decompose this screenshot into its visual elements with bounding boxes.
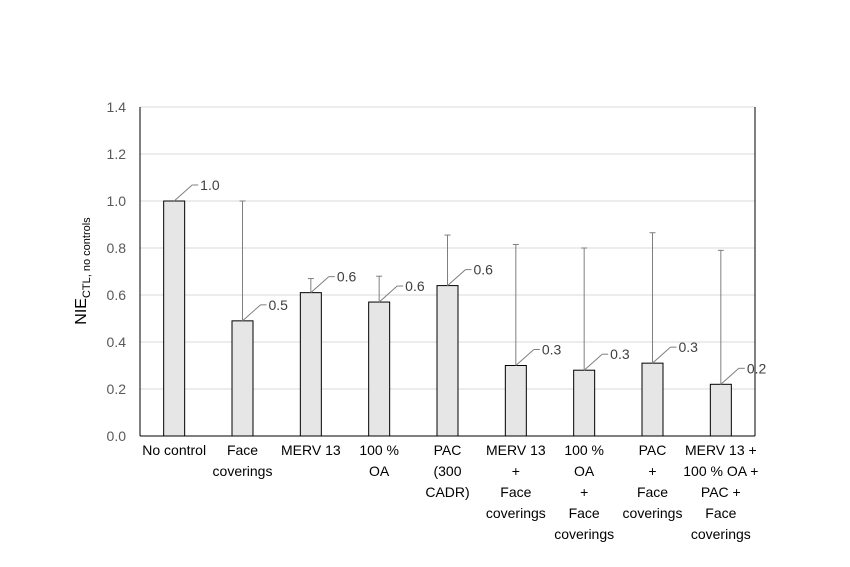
- data-label: 0.6: [337, 269, 357, 285]
- bar: [504, 365, 527, 437]
- data-label-leader: [310, 276, 330, 294]
- data-label-leader: [583, 353, 603, 371]
- data-label: 0.6: [405, 278, 425, 294]
- data-label: 0.3: [542, 342, 562, 358]
- bar: [368, 301, 391, 437]
- y-tick-label: 0.4: [107, 334, 127, 350]
- data-label: 0.3: [610, 346, 630, 362]
- category-label: No control: [142, 442, 206, 458]
- y-axis-label-sub: CTL, no controls: [81, 217, 93, 298]
- bar: [436, 285, 459, 437]
- data-label: 0.3: [679, 339, 699, 355]
- category-label-line: MERV 13: [281, 442, 341, 458]
- category-label-line: MERV 13 +: [685, 442, 757, 458]
- category-label-line: 100 %: [564, 442, 604, 458]
- data-label-leader: [242, 304, 261, 322]
- data-label: 1.0: [200, 177, 220, 193]
- bar: [709, 383, 732, 437]
- y-tick-label: 0.2: [107, 381, 127, 397]
- category-label-line: MERV 13: [486, 442, 546, 458]
- data-label: 0.5: [269, 297, 289, 313]
- data-label-leader: [173, 184, 193, 202]
- category-label-line: (300: [433, 463, 461, 479]
- y-tick-labels: 0.0 0.2 0.4 0.6 0.8 1.0 1.2 1.4: [107, 99, 127, 444]
- category-label-line: PAC: [434, 442, 462, 458]
- y-axis-label: NIECTL, no controls: [73, 217, 93, 325]
- category-label-line: OA: [574, 463, 595, 479]
- category-label-line: coverings: [623, 505, 683, 521]
- category-label: MERV 13 + 100 % OA + PAC + Face coverings: [683, 442, 758, 542]
- category-label: PAC (300 CADR): [425, 442, 469, 500]
- category-labels: No control Face coverings MERV 13 100 % OA PAC…: [142, 442, 758, 542]
- data-label: 0.2: [747, 360, 767, 376]
- category-label: Face coverings: [213, 442, 273, 479]
- y-tick-label: 1.2: [107, 146, 127, 162]
- category-label-line: Face: [637, 484, 668, 500]
- category-label-line: coverings: [213, 463, 273, 479]
- category-label-line: 100 % OA +: [683, 463, 758, 479]
- y-tick-label: 1.4: [107, 99, 127, 115]
- category-label-line: Face: [705, 505, 736, 521]
- category-label: MERV 13 + Face coverings: [486, 442, 546, 521]
- category-label-line: Face: [500, 484, 531, 500]
- y-axis-label-main: NIE: [73, 298, 90, 325]
- category-label-line: PAC: [639, 442, 667, 458]
- data-labels: 1.0 0.5 0.6 0.6 0.6 0.3 0.3 0.3 0.2: [173, 177, 767, 385]
- category-label: 100 % OA + Face coverings: [554, 442, 614, 542]
- y-tick-label: 0.0: [107, 428, 127, 444]
- bar: [573, 369, 596, 437]
- bar: [231, 320, 254, 437]
- category-label-line: No control: [142, 442, 206, 458]
- category-label-line: coverings: [691, 526, 751, 542]
- category-label-line: PAC +: [701, 484, 741, 500]
- y-tick-label: 1.0: [107, 193, 127, 209]
- data-label-leader: [447, 269, 466, 286]
- data-label-leader: [515, 349, 535, 366]
- data-label: 0.6: [474, 262, 494, 278]
- bar: [641, 362, 664, 437]
- category-label-line: coverings: [554, 526, 614, 542]
- category-label: 100 % OA: [359, 442, 399, 479]
- data-label-leader: [720, 367, 740, 385]
- category-label: PAC + Face coverings: [623, 442, 683, 521]
- category-label-line: coverings: [486, 505, 546, 521]
- bar: [299, 292, 322, 437]
- data-label-leader: [378, 285, 398, 303]
- category-label-line: +: [648, 463, 656, 479]
- category-label-line: 100 %: [359, 442, 399, 458]
- category-label-line: Face: [227, 442, 258, 458]
- category-label: MERV 13: [281, 442, 341, 458]
- category-label-line: +: [512, 463, 520, 479]
- bar: [163, 200, 186, 437]
- category-label-line: +: [580, 484, 588, 500]
- y-tick-label: 0.8: [107, 240, 127, 256]
- y-tick-label: 0.6: [107, 287, 127, 303]
- category-label-line: CADR): [425, 484, 469, 500]
- category-label-line: Face: [569, 505, 600, 521]
- error-bars: [239, 200, 724, 385]
- category-label-line: OA: [369, 463, 390, 479]
- data-label-leader: [652, 346, 671, 364]
